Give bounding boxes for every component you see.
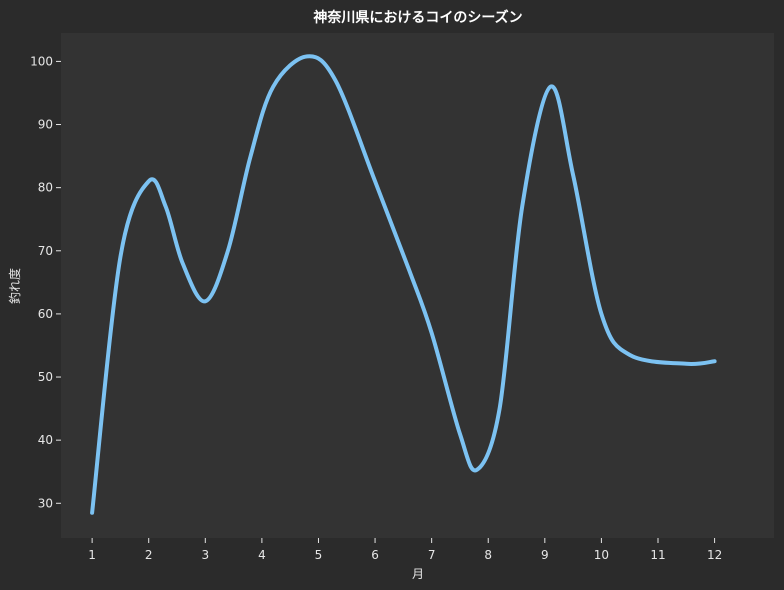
x-tick-label: 1 <box>88 548 96 562</box>
x-tick-label: 11 <box>650 548 665 562</box>
x-tick-label: 2 <box>145 548 153 562</box>
x-tick-label: 4 <box>258 548 266 562</box>
y-tick-label: 40 <box>38 433 53 447</box>
y-axis-ticks: 30 40 50 60 70 80 90 100 <box>30 54 61 510</box>
chart-title: 神奈川県におけるコイのシーズン <box>313 9 522 26</box>
y-tick-label: 70 <box>38 244 53 258</box>
x-tick-label: 7 <box>428 548 436 562</box>
x-tick-label: 5 <box>315 548 323 562</box>
x-tick-label: 6 <box>371 548 379 562</box>
y-tick-label: 30 <box>38 496 53 510</box>
series-layer <box>90 54 717 515</box>
y-tick-label: 90 <box>38 118 53 132</box>
plot-area <box>61 33 774 538</box>
y-tick-label: 100 <box>30 54 53 68</box>
x-tick-label: 3 <box>201 548 209 562</box>
y-tick-label: 50 <box>38 370 53 384</box>
y-axis-label: 釣れ度 <box>7 268 22 304</box>
x-tick-label: 8 <box>484 548 492 562</box>
x-tick-label: 9 <box>541 548 549 562</box>
x-axis-label: 月 <box>412 567 424 581</box>
x-axis-ticks: 1 2 3 4 5 6 7 8 9 10 11 12 <box>88 538 722 562</box>
y-tick-label: 60 <box>38 307 53 321</box>
x-tick-label: 10 <box>594 548 609 562</box>
series-line <box>90 54 717 515</box>
y-tick-label: 80 <box>38 181 53 195</box>
x-tick-label: 12 <box>707 548 722 562</box>
